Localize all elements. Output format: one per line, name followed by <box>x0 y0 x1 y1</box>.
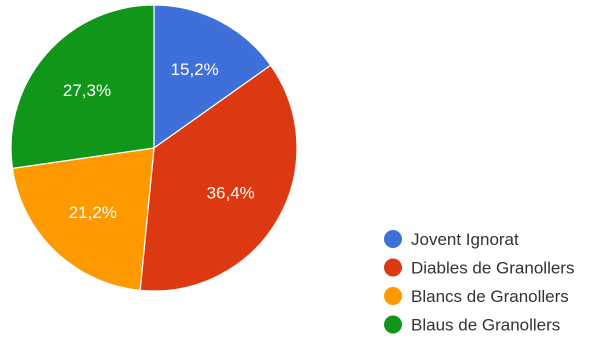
pie-slice-0 <box>153 4 272 150</box>
slice-data-label-3: 27,3% <box>63 81 111 100</box>
legend-label-2: Blancs de Granollers <box>411 287 569 306</box>
legend-marker-0 <box>384 230 402 248</box>
pie-slices <box>10 4 298 292</box>
slice-data-label-2: 21,2% <box>69 203 117 222</box>
pie-slice-2 <box>11 147 155 291</box>
pie-slice-labels: 15,2% 36,4% 21,2% 27,3% <box>63 60 255 222</box>
legend: Jovent Ignorat Diables de Granollers Blanc… <box>384 230 574 335</box>
legend-label-3: Blaus de Granollers <box>411 316 560 335</box>
legend-marker-3 <box>384 315 402 334</box>
legend-marker-1 <box>384 258 402 277</box>
pie-slice-1 <box>139 64 298 292</box>
legend-marker-2 <box>384 287 402 305</box>
legend-label-0: Jovent Ignorat <box>411 230 519 249</box>
slice-data-label-1: 36,4% <box>207 184 255 203</box>
pie-slice-3 <box>10 4 155 170</box>
slice-data-label-0: 15,2% <box>171 60 219 79</box>
legend-label-1: Diables de Granollers <box>411 259 574 278</box>
